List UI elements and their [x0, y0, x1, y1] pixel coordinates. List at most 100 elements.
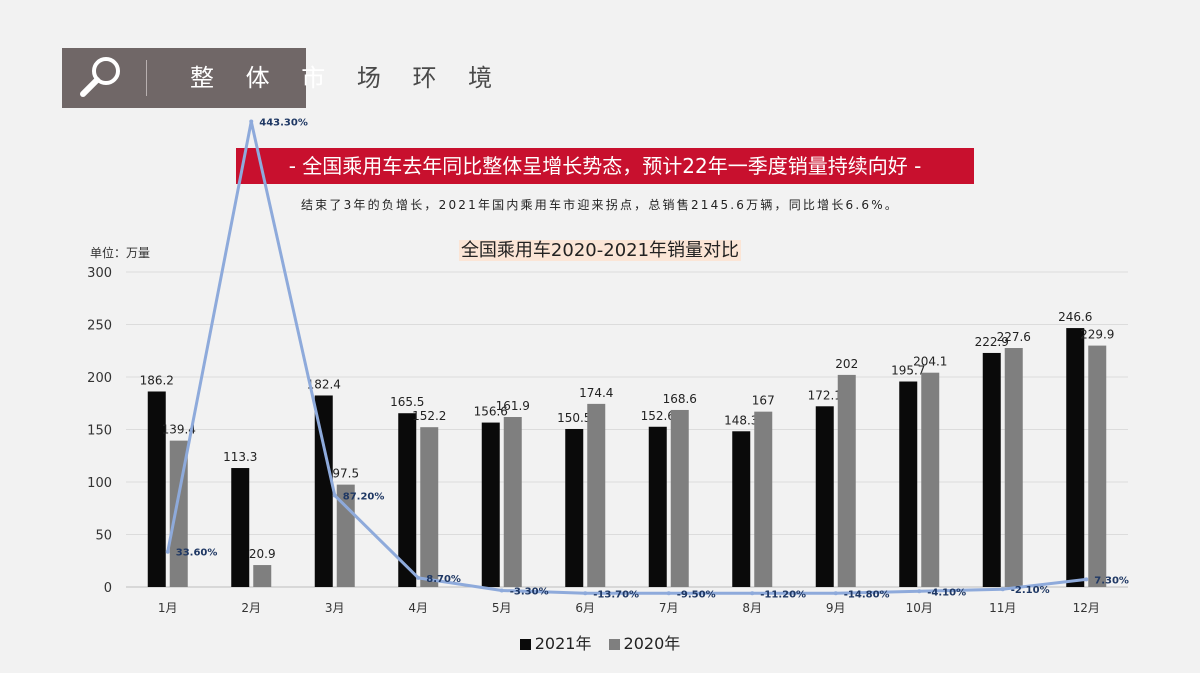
y-tick-label: 100: [87, 476, 112, 491]
bar-2021: [231, 468, 250, 587]
bar-value-label: 204.1: [913, 355, 947, 369]
growth-point: [1000, 587, 1005, 592]
page-title: 整 体 市 场 环 境: [190, 60, 504, 96]
x-tick-label: 1月: [158, 601, 178, 615]
growth-point: [165, 549, 170, 554]
growth-label: 33.60%: [176, 548, 218, 559]
bar-2021: [982, 352, 1001, 587]
growth-point: [332, 493, 337, 498]
y-tick-label: 300: [87, 266, 112, 281]
bar-2021: [899, 381, 918, 587]
legend-swatch-2020: [608, 639, 620, 650]
bar-2020: [921, 372, 940, 587]
x-tick-label: 4月: [408, 601, 428, 615]
growth-point: [833, 591, 838, 596]
summary-text: 结束了3年的负增长，2021年国内乘用车市迎来拐点，总销售2145.6万辆，同比…: [300, 198, 900, 212]
bar-value-label: 161.9: [496, 399, 530, 413]
page-title-part2: 场 环 境: [356, 64, 505, 92]
growth-point: [750, 591, 755, 596]
y-tick-label: 150: [87, 424, 112, 439]
header-divider: [146, 60, 147, 96]
legend-swatch-2021: [519, 639, 531, 650]
bar-value-label: 202: [835, 357, 858, 371]
growth-point: [1084, 577, 1089, 582]
bar-value-label: 113.3: [223, 450, 257, 464]
chart-title-text: 全国乘用车2020-2021年销量对比: [458, 240, 742, 261]
legend-label-2020: 2020年: [623, 634, 681, 653]
bar-2020: [754, 411, 773, 587]
x-tick-label: 8月: [742, 601, 762, 615]
bar-2021: [732, 431, 751, 587]
bar-value-label: 152.6: [641, 409, 675, 423]
growth-line: [166, 120, 1087, 595]
y-tick-label: 200: [87, 371, 112, 386]
chart-title: 全国乘用车2020-2021年销量对比: [0, 236, 1200, 262]
x-tick-label: 12月: [1073, 601, 1100, 615]
bar-value-label: 20.9: [249, 547, 276, 561]
bar-2021: [1066, 328, 1085, 587]
bar-value-label: 167: [752, 394, 775, 408]
header-box: [62, 48, 306, 108]
growth-point: [583, 591, 588, 596]
bar-value-label: 195.7: [891, 364, 925, 378]
search-icon: [80, 57, 120, 97]
x-tick-label: 11月: [989, 601, 1016, 615]
y-tick-label: 250: [87, 319, 112, 334]
bar-2020: [1088, 345, 1107, 587]
growth-point: [917, 589, 922, 594]
page-title-part1: 整 体 市: [190, 64, 357, 92]
bar-value-label: 246.6: [1058, 310, 1092, 324]
growth-label: -9.50%: [677, 589, 716, 600]
bar-value-label: 174.4: [579, 386, 613, 400]
headline-banner: - 全国乘用车去年同比整体呈增长势态，预计22年一季度销量持续向好 -: [236, 148, 974, 184]
x-tick-label: 2月: [241, 601, 261, 615]
bar-2021: [648, 426, 667, 587]
x-tick-label: 3月: [325, 601, 345, 615]
legend: 2021年 2020年: [0, 630, 1200, 654]
bar-value-label: 172.1: [808, 388, 842, 402]
legend-item-2021: 2021年: [519, 634, 592, 653]
growth-label: -13.70%: [593, 589, 639, 600]
bar-2020: [1004, 348, 1023, 587]
bar-2021: [565, 428, 584, 587]
x-tick-label: 5月: [492, 601, 512, 615]
bar-value-label: 156.6: [474, 405, 508, 419]
bar-value-label: 150.5: [557, 411, 591, 425]
growth-label: -2.10%: [1011, 585, 1050, 596]
growth-label: 87.20%: [343, 491, 385, 502]
bar-value-label: 182.4: [307, 377, 341, 391]
growth-point: [249, 119, 254, 124]
bar-value-label: 97.5: [332, 467, 359, 481]
bar-value-label: 148.3: [724, 413, 758, 427]
bar-value-label: 229.9: [1080, 328, 1114, 342]
y-tick-label: 50: [95, 529, 112, 544]
x-tick-label: 9月: [826, 601, 846, 615]
bar-2021: [481, 422, 500, 587]
y-tick-label: 0: [104, 581, 112, 596]
growth-point: [499, 588, 504, 593]
bar-2020: [420, 427, 439, 587]
growth-label: -4.10%: [927, 587, 966, 598]
legend-item-2020: 2020年: [608, 634, 681, 653]
x-tick-label: 7月: [659, 601, 679, 615]
growth-label: -11.20%: [760, 589, 806, 600]
bar-value-label: 168.6: [663, 392, 697, 406]
bar-2020: [587, 403, 606, 587]
bar-2020: [503, 417, 522, 587]
growth-label: 7.30%: [1094, 575, 1129, 586]
growth-label: -3.30%: [510, 586, 549, 597]
growth-label: -14.80%: [844, 589, 890, 600]
x-tick-label: 10月: [906, 601, 933, 615]
bar-value-label: 186.2: [140, 373, 174, 387]
bar-value-label: 165.5: [390, 395, 424, 409]
bar-2020: [837, 374, 856, 587]
bar-value-label: 227.6: [997, 330, 1031, 344]
bar-2021: [815, 406, 834, 587]
growth-point: [666, 591, 671, 596]
legend-label-2021: 2021年: [534, 634, 592, 653]
bar-value-label: 222.9: [975, 335, 1009, 349]
unit-label: 单位：万量: [90, 246, 151, 260]
bar-2020: [670, 409, 689, 587]
bar-value-label: 139.4: [162, 423, 196, 437]
